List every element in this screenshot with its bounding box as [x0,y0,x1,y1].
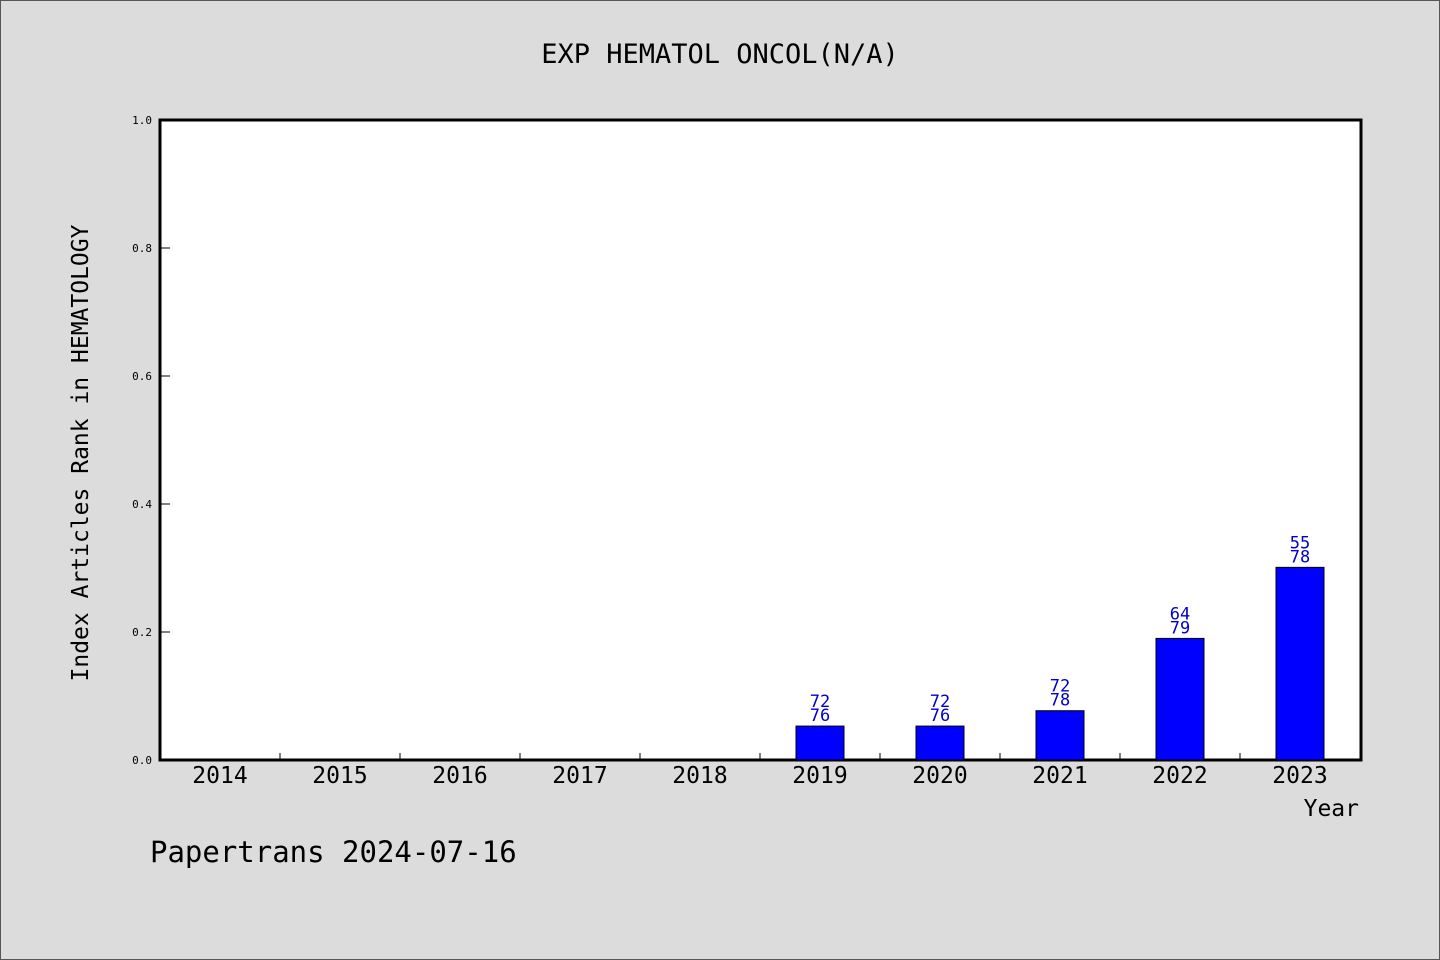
x-tick-label: 2019 [792,763,847,789]
bar-label-total: 78 [1050,691,1070,711]
x-axis: 2014 2015 2016 2017 2018 2019 2020 2021 2022 2023 [192,753,1328,789]
y-tick-label: 0.0 [132,754,152,767]
bar [1155,637,1205,761]
x-tick-label: 2018 [672,763,727,789]
y-tick-label: 0.2 [132,626,152,639]
bar-label-total: 79 [1170,618,1190,638]
bar [795,725,845,761]
x-tick-label: 2023 [1272,763,1327,789]
y-tick-label: 0.8 [132,242,152,255]
bar [1035,710,1085,761]
x-tick-label: 2020 [912,763,967,789]
bars [795,566,1325,761]
x-tick-label: 2021 [1032,763,1087,789]
bar-label-rank: 72 [1050,677,1070,697]
y-axis-label: Index Articles Rank in HEMATOLOGY [68,224,94,681]
x-axis-label: Year [1304,796,1359,822]
bar-label-total: 76 [930,706,950,726]
y-tick-label: 0.6 [132,370,152,383]
x-tick-label: 2015 [312,763,367,789]
x-tick-label: 2016 [432,763,487,789]
footer-credit: Papertrans 2024-07-16 [150,835,517,869]
x-tick-label: 2017 [552,763,607,789]
x-tick-label: 2022 [1152,763,1207,789]
y-tick-label: 0.4 [132,498,152,511]
y-axis: 0.0 0.2 0.4 0.6 0.8 1.0 [132,114,170,767]
bar-label-rank: 72 [810,692,830,712]
bar-label-rank: 64 [1170,604,1190,624]
bar [915,725,965,761]
bar-label-rank: 55 [1290,533,1310,553]
bar [1275,566,1325,761]
chart-title: EXP HEMATOL ONCOL(N/A) [541,39,899,70]
y-tick-label: 1.0 [132,114,152,127]
x-tick-label: 2014 [192,763,247,789]
bar-label-total: 76 [810,706,830,726]
bar-label-total: 78 [1290,547,1310,567]
bar-label-rank: 72 [930,692,950,712]
